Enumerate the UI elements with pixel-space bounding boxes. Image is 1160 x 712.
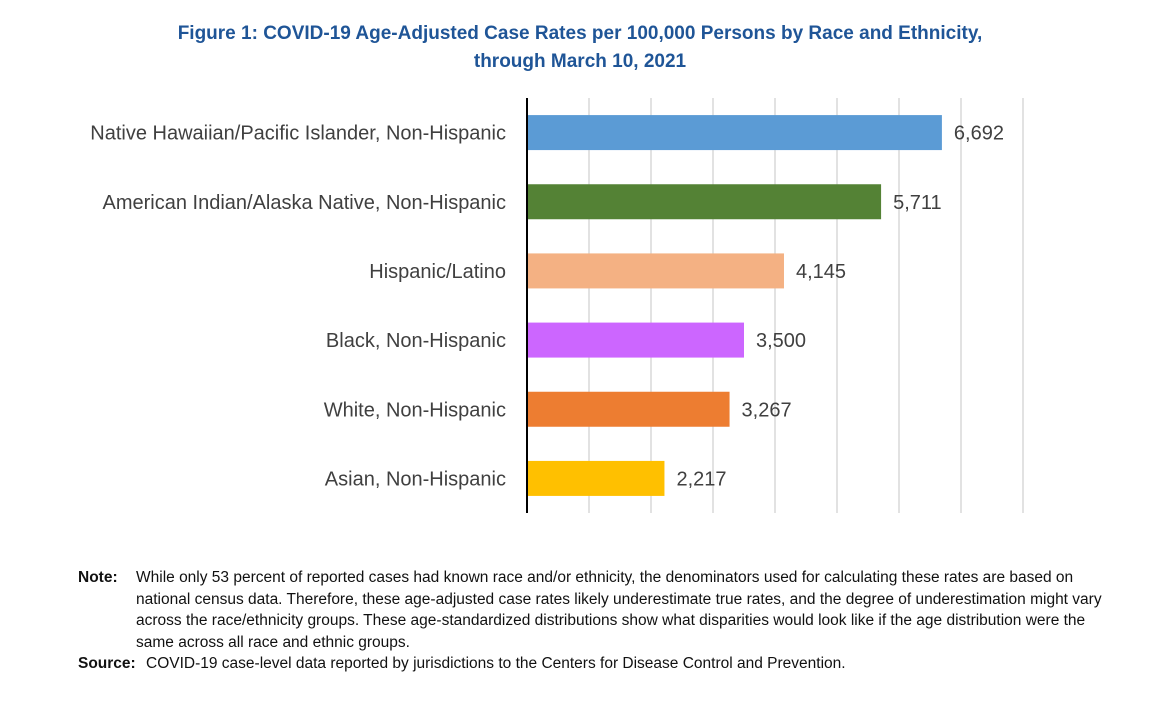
data-label: 3,267 bbox=[742, 399, 792, 421]
source-label: Source: bbox=[78, 655, 136, 672]
bar-chart: Native Hawaiian/Pacific Islander, Non-Hi… bbox=[90, 98, 1024, 513]
data-label: 5,711 bbox=[893, 192, 942, 214]
bar bbox=[527, 391, 730, 427]
notes-section: Note: While only 53 percent of reported … bbox=[78, 567, 1118, 675]
category-label: White, Non-Hispanic bbox=[324, 399, 506, 421]
note-text: While only 53 percent of reported cases … bbox=[136, 569, 1102, 651]
chart-title: Figure 1: COVID-19 Age-Adjusted Case Rat… bbox=[0, 20, 1160, 76]
bar bbox=[527, 253, 784, 289]
note-row: Note: While only 53 percent of reported … bbox=[78, 567, 1118, 653]
category-labels: Native Hawaiian/Pacific Islander, Non-Hi… bbox=[90, 123, 506, 491]
bar bbox=[527, 322, 744, 358]
chart-subtitle: through March 10, 2021 bbox=[473, 51, 687, 72]
note-label: Note: bbox=[78, 569, 118, 586]
category-label: Native Hawaiian/Pacific Islander, Non-Hi… bbox=[90, 123, 506, 145]
category-label: Black, Non-Hispanic bbox=[326, 330, 506, 352]
bars bbox=[527, 115, 942, 496]
bar bbox=[527, 460, 665, 496]
data-label: 2,217 bbox=[676, 468, 726, 490]
chart-title-line-1: Figure 1: COVID-19 Age-Adjusted Case Rat… bbox=[177, 23, 983, 44]
source-row: Source: COVID-19 case-level data reporte… bbox=[78, 653, 1118, 675]
data-label: 6,692 bbox=[954, 123, 1004, 145]
data-label: 3,500 bbox=[756, 330, 806, 352]
bar bbox=[527, 184, 882, 220]
category-label: American Indian/Alaska Native, Non-Hispa… bbox=[102, 192, 506, 214]
source-text: COVID-19 case-level data reported by jur… bbox=[146, 655, 846, 672]
bar bbox=[527, 115, 942, 151]
value-labels: 6,692 5,711 4,145 3,500 3,267 2,217 bbox=[676, 123, 1004, 491]
category-label: Asian, Non-Hispanic bbox=[325, 468, 506, 490]
category-label: Hispanic/Latino bbox=[369, 261, 506, 283]
gridlines bbox=[588, 98, 1024, 513]
data-label: 4,145 bbox=[796, 261, 846, 283]
